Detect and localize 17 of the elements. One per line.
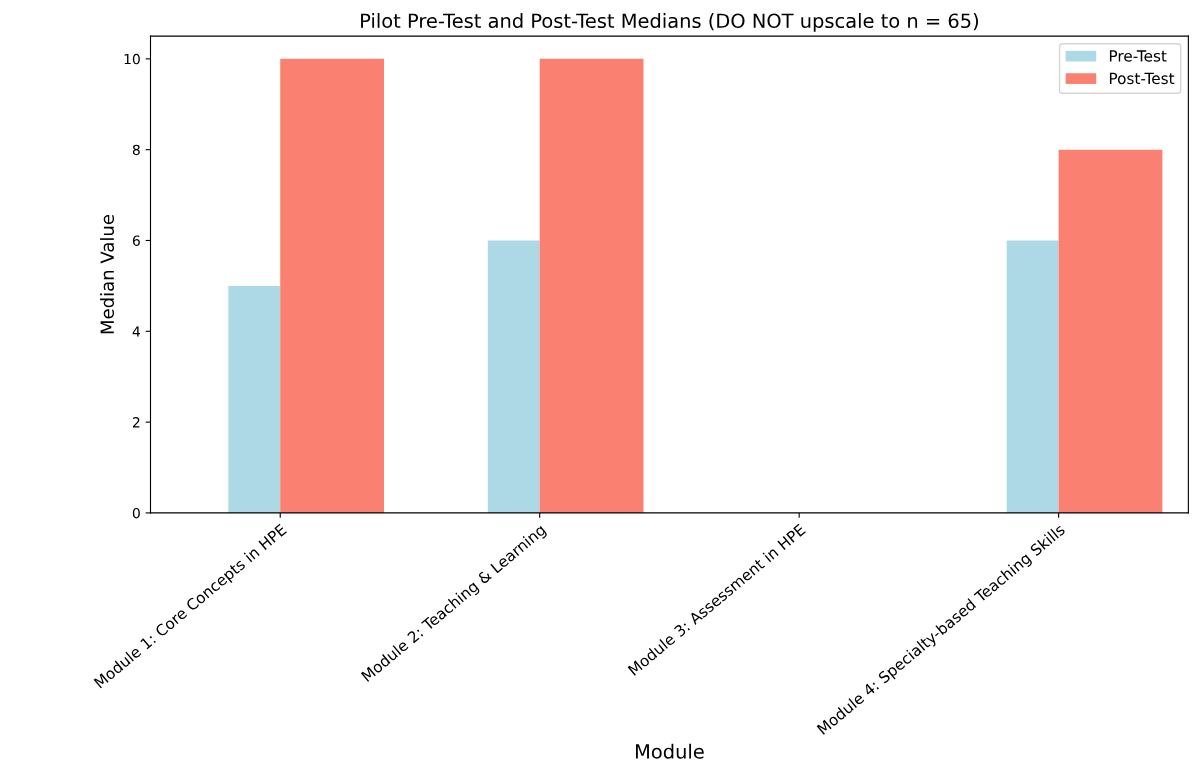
- y-tick-label: 2: [132, 417, 140, 428]
- legend-label: Post-Test: [1109, 72, 1175, 85]
- y-tick-label: 6: [132, 235, 140, 246]
- bar: [1006, 240, 1059, 513]
- legend-label: Pre-Test: [1109, 50, 1167, 62]
- y-tick-label: 4: [132, 326, 140, 337]
- x-axis-title: Module: [635, 743, 704, 759]
- y-tick-label: 8: [132, 144, 140, 156]
- bar: [228, 285, 281, 513]
- bar: [487, 240, 540, 513]
- y-tick-label: 10: [124, 53, 140, 65]
- y-tick-label: 0: [132, 507, 140, 519]
- bar: [539, 58, 644, 513]
- chart-title: Pilot Pre-Test and Post-Test Medians (DO NOT upscale to n = 65): [361, 13, 979, 32]
- bar: [1058, 149, 1163, 513]
- y-axis-title: Median Value: [100, 215, 115, 334]
- bar: [280, 58, 385, 513]
